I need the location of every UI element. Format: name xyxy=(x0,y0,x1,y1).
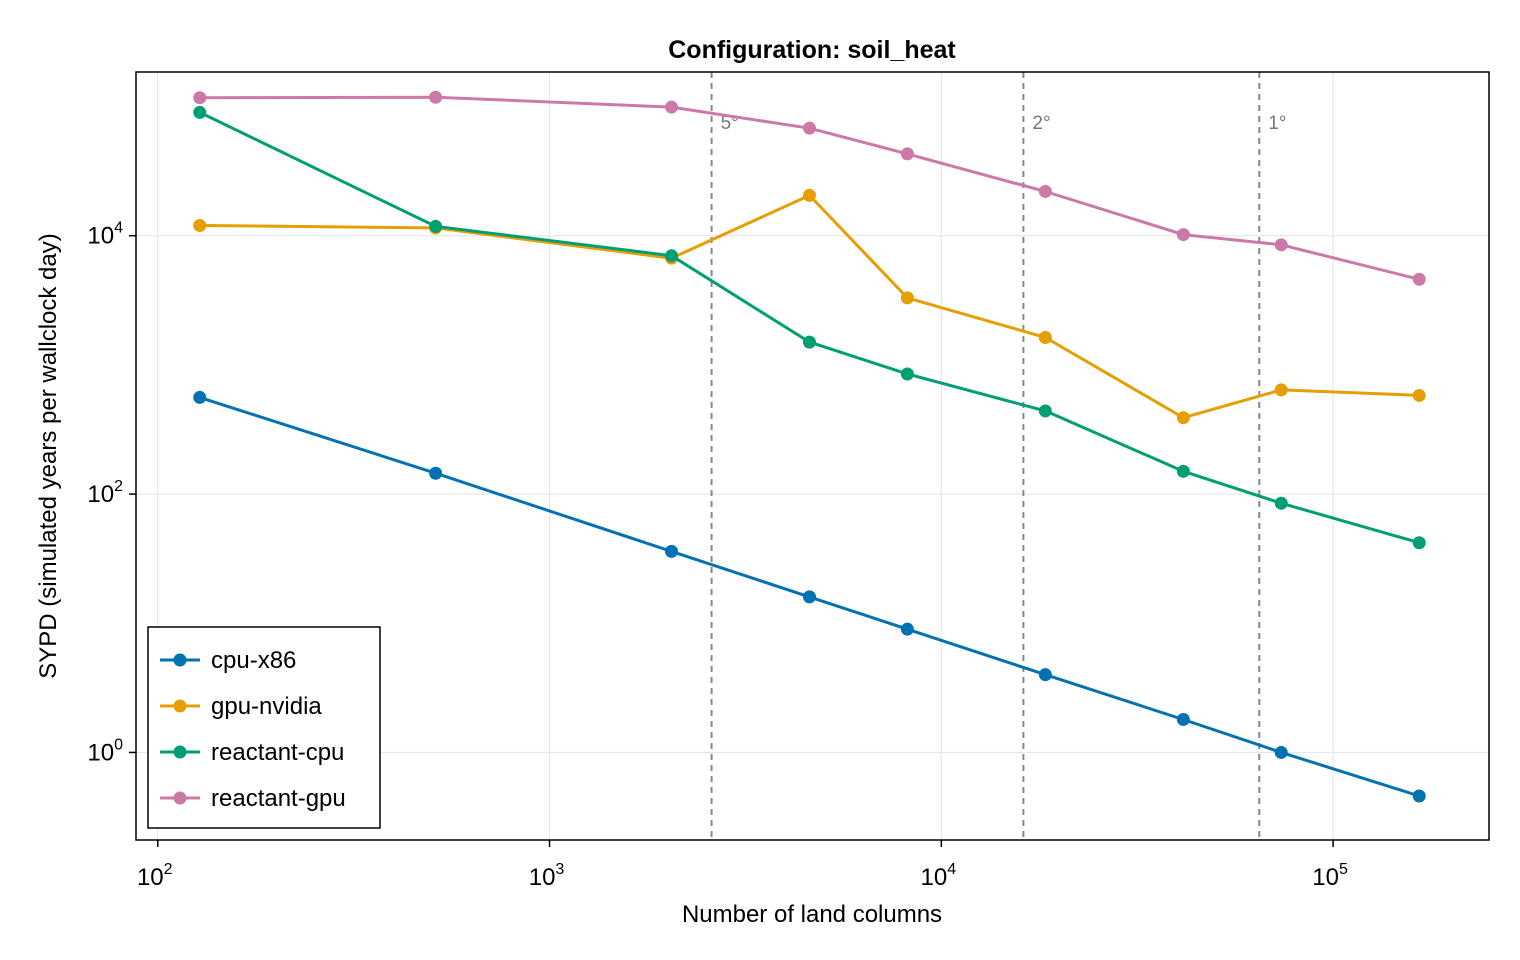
data-point-cpu-x86 xyxy=(1412,789,1426,803)
data-point-reactant-cpu xyxy=(665,249,679,263)
reference-line-label: 5° xyxy=(721,113,739,134)
data-point-cpu-x86 xyxy=(900,622,914,636)
data-point-cpu-x86 xyxy=(665,544,679,558)
y-tick-label: 104 xyxy=(87,220,123,250)
data-point-cpu-x86 xyxy=(1038,668,1052,682)
data-point-reactant-gpu xyxy=(1176,228,1190,242)
legend-label: reactant-gpu xyxy=(211,785,346,812)
x-ticks: 102 103 104 105 xyxy=(137,840,1348,891)
data-point-reactant-cpu xyxy=(1274,496,1288,510)
x-tick-label: 102 xyxy=(137,861,173,891)
data-point-reactant-gpu xyxy=(193,91,207,105)
series-group xyxy=(193,90,1426,803)
data-point-gpu-nvidia xyxy=(1274,383,1288,397)
reference-line-label: 2° xyxy=(1032,113,1050,134)
y-tick-label: 102 xyxy=(87,478,123,508)
x-tick-label: 105 xyxy=(1312,861,1348,891)
legend-swatch-marker xyxy=(173,653,187,667)
x-tick-label: 104 xyxy=(921,861,957,891)
legend-swatch-marker xyxy=(173,791,187,805)
data-point-reactant-gpu xyxy=(665,100,679,114)
legend-swatch-marker xyxy=(173,699,187,713)
data-point-gpu-nvidia xyxy=(193,218,207,232)
data-point-cpu-x86 xyxy=(802,590,816,604)
data-point-reactant-gpu xyxy=(429,90,443,104)
data-point-reactant-gpu xyxy=(900,147,914,161)
data-point-reactant-cpu xyxy=(1412,536,1426,550)
data-point-reactant-cpu xyxy=(429,219,443,233)
series-line-reactant-cpu xyxy=(199,111,1420,545)
data-point-reactant-cpu xyxy=(193,105,207,119)
plot-frame xyxy=(135,71,1490,841)
legend-label: cpu-x86 xyxy=(211,647,296,674)
x-axis-label: Number of land columns xyxy=(682,901,942,928)
legend-swatch-marker xyxy=(173,745,187,759)
data-point-reactant-cpu xyxy=(900,367,914,381)
data-point-gpu-nvidia xyxy=(900,291,914,305)
data-point-cpu-x86 xyxy=(193,390,207,404)
data-point-reactant-cpu xyxy=(802,335,816,349)
legend-label: reactant-cpu xyxy=(211,739,344,766)
reference-lines: 5° 2° 1° xyxy=(710,72,1286,840)
data-point-reactant-gpu xyxy=(1412,272,1426,286)
data-point-cpu-x86 xyxy=(1274,745,1288,759)
data-point-gpu-nvidia xyxy=(1176,411,1190,425)
data-point-reactant-cpu xyxy=(1176,464,1190,478)
data-point-reactant-cpu xyxy=(1038,404,1052,418)
data-point-gpu-nvidia xyxy=(802,188,816,202)
y-ticks: 100 102 104 xyxy=(87,220,136,766)
data-point-reactant-gpu xyxy=(1038,184,1052,198)
y-axis-label: SYPD (simulated years per wallclock day) xyxy=(35,233,62,679)
data-point-gpu-nvidia xyxy=(1412,388,1426,402)
chart-title: Configuration: soil_heat xyxy=(668,36,956,64)
series-line-gpu-nvidia xyxy=(199,193,1420,420)
data-point-reactant-gpu xyxy=(1274,238,1288,252)
legend-label: gpu-nvidia xyxy=(211,693,322,720)
legend: cpu-x86 gpu-nvidia reactant-cpu reactant-gp… xyxy=(147,626,381,829)
data-point-cpu-x86 xyxy=(1176,712,1190,726)
y-tick-label: 100 xyxy=(87,736,123,766)
data-point-cpu-x86 xyxy=(429,466,443,480)
data-point-gpu-nvidia xyxy=(1038,330,1052,344)
data-point-reactant-gpu xyxy=(802,121,816,135)
reference-line-label: 1° xyxy=(1268,113,1286,134)
x-tick-label: 103 xyxy=(529,861,565,891)
